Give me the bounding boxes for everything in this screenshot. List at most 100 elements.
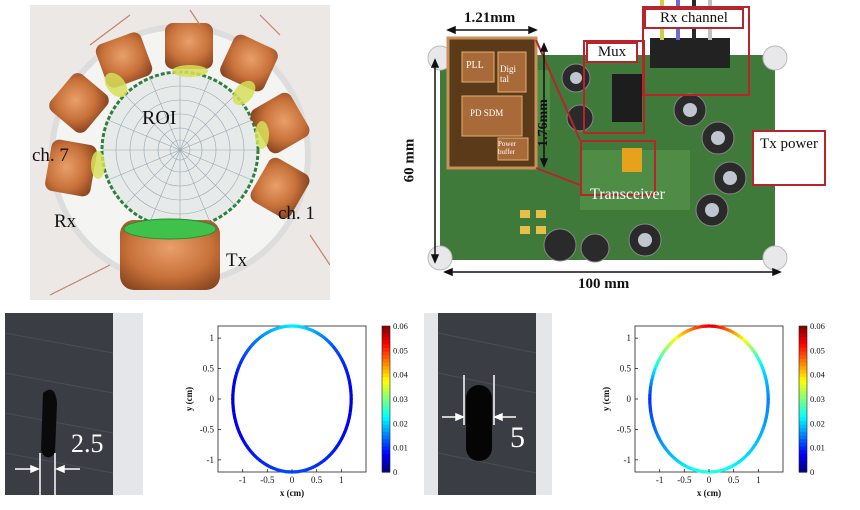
colorbar-swatch <box>799 377 807 382</box>
colorbar-swatch <box>382 417 390 422</box>
y-axis-label: y (cm) <box>601 387 611 411</box>
colorbar-swatch <box>382 439 390 444</box>
x-tick-label: -1 <box>239 475 247 485</box>
board-height-label: 60 mm <box>401 138 418 183</box>
small-defect-illustration <box>4 313 143 495</box>
colorbar-tick-label: 0.03 <box>810 394 825 404</box>
colorbar-tick-label: 0 <box>393 467 397 477</box>
colorbar-swatch <box>382 333 390 338</box>
colorbar-swatch <box>799 362 807 367</box>
chip-digital-label: Digi tal <box>500 64 517 84</box>
colorbar-swatch <box>382 373 390 378</box>
y-tick-label: 0 <box>210 394 215 404</box>
colorbar-swatch <box>382 450 390 455</box>
colorbar-swatch <box>799 384 807 389</box>
coil-array-photo: ROI ch. 7 ch. 1 Rx Tx <box>30 5 331 300</box>
colorbar-swatch <box>382 468 390 473</box>
large-defect-size: 5 <box>510 421 525 454</box>
colorbar-tick-label: 0.06 <box>810 321 825 331</box>
ch7-label: ch. 7 <box>32 145 69 166</box>
colorbar-swatch <box>382 369 390 375</box>
colorbar-swatch <box>382 384 390 389</box>
colorbar-swatch <box>799 464 807 469</box>
y-tick-label: -1 <box>207 455 215 465</box>
plot-area <box>634 325 784 473</box>
x-tick-label: 1 <box>339 475 344 485</box>
y-tick-label: -0.5 <box>617 424 632 434</box>
reconstruction-map-large-defect: -1 -0.5 0 0.5 1 1 0.5 0 -0.5 -1 x (cm) y (cm) 0.06 0.… <box>601 321 826 498</box>
colorbar-swatch <box>382 377 390 382</box>
colorbar-swatch <box>799 431 807 437</box>
colorbar-swatch <box>799 395 807 400</box>
colorbar-swatch <box>382 391 390 396</box>
colorbar-swatch <box>799 420 807 426</box>
x-axis-label: x (cm) <box>280 488 304 498</box>
colorbar-swatch <box>382 336 390 342</box>
y-tick-label: 1 <box>627 333 632 343</box>
small-defect-size: 2.5 <box>71 429 104 458</box>
colorbar-swatch <box>382 464 390 469</box>
colorbar-tick-label: 0.04 <box>393 370 409 380</box>
colorbar-swatch <box>799 344 807 349</box>
y-tick-label: 0.5 <box>203 364 215 374</box>
x-tick-label: 0 <box>707 475 712 485</box>
colorbar-swatch <box>382 358 390 364</box>
colorbar-swatch <box>382 355 390 360</box>
colorbar-tick-label: 0.02 <box>393 418 408 428</box>
colorbar-swatch <box>382 399 390 404</box>
pcb-illustration <box>427 0 788 277</box>
rx-channel-highlight <box>642 6 750 96</box>
small-defect-photo: 2.5 <box>4 313 143 495</box>
rx-channel-label: Rx channel <box>644 8 744 29</box>
colorbar-swatch <box>799 457 807 462</box>
colorbar-swatch <box>799 439 807 444</box>
colorbar-swatch <box>799 428 807 433</box>
colorbar-tick-label: 0.01 <box>393 443 408 453</box>
colorbar-tick-label: 0.01 <box>810 443 825 453</box>
colorbar-swatch <box>799 468 807 473</box>
colorbar-swatch <box>382 442 390 448</box>
colorbar-swatch <box>382 428 390 433</box>
chip-power-label: Power buffer <box>498 140 516 156</box>
x-tick-label: 0 <box>290 475 295 485</box>
colorbar-swatch <box>799 424 807 429</box>
colorbar-frame <box>798 325 808 473</box>
colorbar-swatch <box>382 351 390 356</box>
colorbar-swatch <box>799 326 807 331</box>
colorbar-tick-label: 0.02 <box>810 418 825 428</box>
colorbar-swatch <box>799 358 807 364</box>
colorbar-frame <box>381 325 391 473</box>
y-tick-label: 1 <box>210 333 215 343</box>
colorbar-swatch <box>799 402 807 407</box>
colorbar-swatch <box>382 435 390 440</box>
colorbar-swatch <box>799 461 807 466</box>
colorbar-tick-label: 0.05 <box>810 345 825 355</box>
x-tick-label: -1 <box>656 475 664 485</box>
colorbar-swatch <box>382 340 390 345</box>
tx-power-label: Tx power <box>752 130 826 186</box>
colorbar-swatch <box>799 333 807 338</box>
mux-highlight <box>583 40 645 134</box>
colorbar-swatch <box>382 413 390 418</box>
colorbar-swatch <box>382 395 390 400</box>
colorbar-swatch <box>799 355 807 360</box>
ch1-label: ch. 1 <box>278 203 315 224</box>
colorbar-swatch <box>382 388 390 393</box>
board-width-label: 100 mm <box>578 276 630 292</box>
colorbar-swatch <box>799 391 807 396</box>
colorbar-swatch <box>382 402 390 407</box>
y-axis-label: y (cm) <box>184 387 194 411</box>
colorbar-swatch <box>799 340 807 345</box>
colorbar-swatch <box>799 373 807 378</box>
colorbar-swatch <box>382 409 390 415</box>
colorbar-swatch <box>382 420 390 426</box>
x-tick-label: -0.5 <box>260 475 275 485</box>
colorbar-swatch <box>382 457 390 462</box>
x-tick-label: 1 <box>756 475 761 485</box>
colorbar-swatch <box>799 450 807 455</box>
tx-label: Tx <box>226 250 248 271</box>
colorbar-swatch <box>382 406 390 411</box>
x-tick-label: 0.5 <box>311 475 323 485</box>
colorbar-swatch <box>799 442 807 448</box>
colorbar-swatch <box>382 362 390 367</box>
